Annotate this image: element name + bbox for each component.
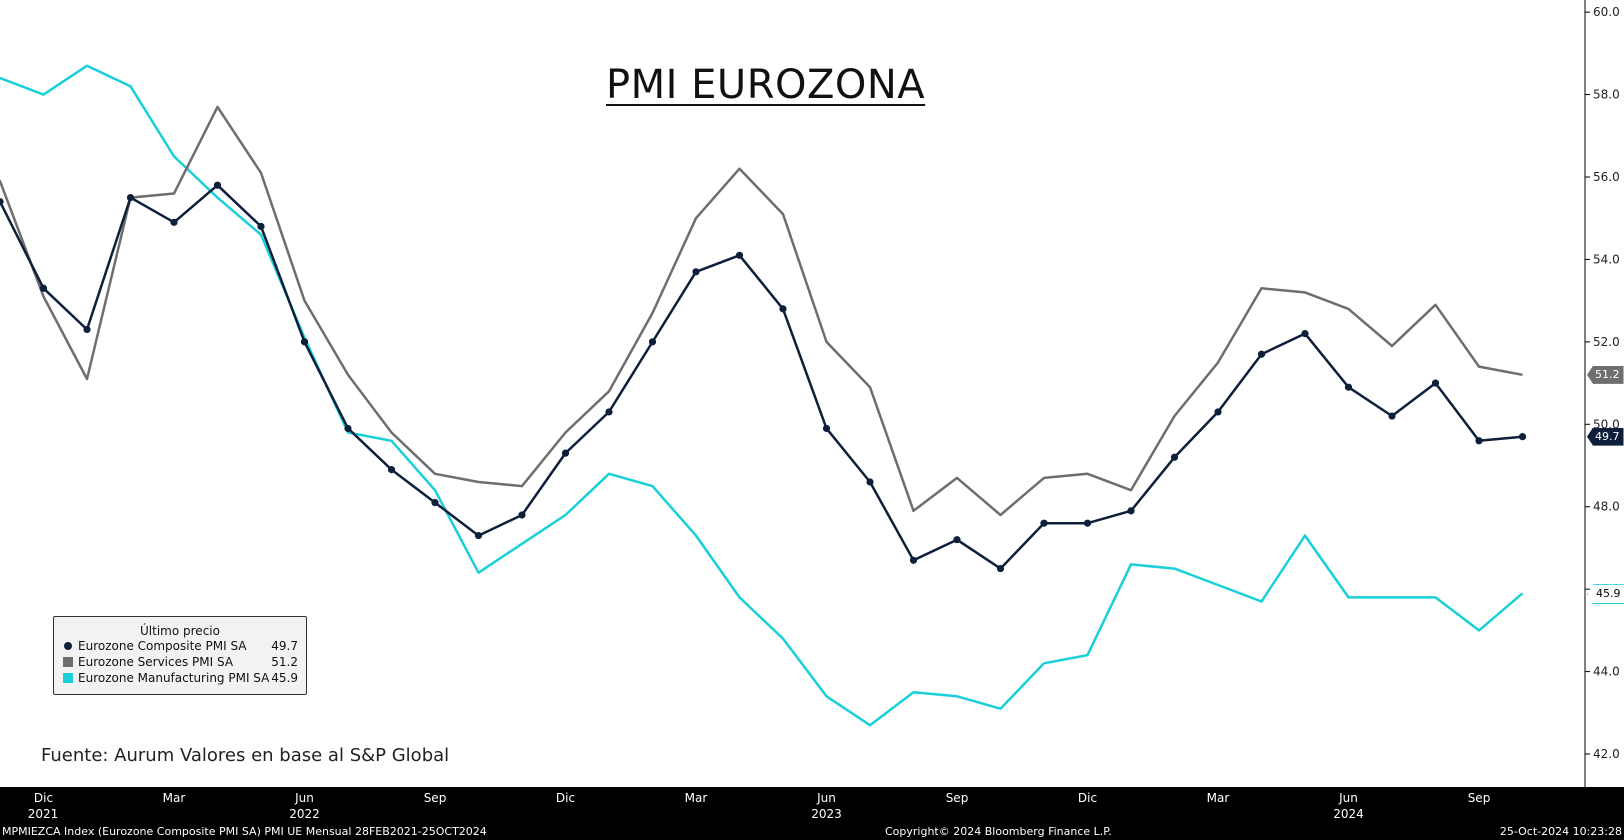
x-tick-year-label: 2024 [1333,807,1364,821]
composite-point [83,325,91,334]
composite-point [1301,330,1309,338]
time-axis-bar: Dic 2021 Mar Jun 2022 Sep Dic Mar Jun 2023 Sep Dic M… [0,787,1624,840]
x-tick-month-label: Mar [684,791,708,805]
x-tick-month-label: Jun [817,791,836,805]
composite-point [170,218,178,226]
composite-point [1388,412,1396,420]
x-tick-year-label: 2022 [289,807,320,821]
composite-point [953,536,961,544]
composite-point [39,284,48,292]
x-tick-month-label: Sep [1467,791,1491,805]
source-note: Fuente: Aurum Valores en base al S&P Glo… [41,745,450,766]
composite-point [1214,408,1222,416]
x-tick-month-label: Jun [1339,791,1358,805]
services-series-line [0,105,1523,517]
footer-timestamp: 25-Oct-2024 10:23:28 [1499,825,1622,838]
legend-item-manufacturing: Eurozone Manufacturing PMI SA 45.9 [54,670,306,686]
chart-title: PMI EUROZONA [606,62,926,108]
manufacturing-series-line [0,64,1524,727]
manufacturing-last-value-tag: 45.9 [1587,584,1624,605]
y-tick-label: 60.0 [1593,5,1620,19]
y-tick-label: 52.0 [1593,335,1620,349]
composite-point [1257,350,1266,358]
x-tick-month-label: Sep [945,791,969,805]
x-tick-year-label: 2021 [27,807,59,821]
composite-point [561,449,570,457]
composite-series-line [0,183,1523,570]
composite-point [300,338,309,346]
composite-point [344,424,352,433]
footer-copyright: Copyright© 2024 Bloomberg Finance L.P. [885,825,1112,838]
composite-swatch-icon [64,642,72,650]
legend-value: 51.2 [271,655,298,669]
x-tick-month-label: Dic [1077,791,1098,805]
legend-label: Eurozone Services PMI SA [78,655,234,669]
composite-point [1127,507,1135,515]
composite-last-value-tag: 49.7 [1587,427,1624,446]
composite-point [692,268,700,276]
x-tick-month-label: Mar [162,791,186,805]
composite-point [735,251,744,259]
composite-point [431,499,439,507]
legend-value: 45.9 [271,671,298,685]
composite-point [213,181,222,189]
legend: Último precio Eurozone Composite PMI SA … [53,616,307,695]
manufacturing-swatch-icon [63,673,73,683]
composite-point [0,198,4,206]
x-tick-month-label: Jun [295,791,314,805]
y-tick-label: 48.0 [1593,500,1620,514]
services-swatch-icon [63,657,73,667]
composite-point [1040,519,1048,527]
legend-item-services: Eurozone Services PMI SA 51.2 [54,654,306,670]
composite-point [1344,383,1353,391]
legend-label: Eurozone Manufacturing PMI SA [78,671,270,685]
composite-point [1518,433,1527,441]
composite-point [822,424,831,433]
composite-point [605,408,613,416]
y-tick-label: 56.0 [1593,170,1620,184]
y-tick-label: 54.0 [1593,252,1620,266]
composite-point [387,466,396,474]
footer-index-info: MPMIEZCA Index (Eurozone Composite PMI S… [2,825,487,838]
composite-point [474,531,483,540]
composite-point [648,338,657,346]
services-last-value-tag: 51.2 [1587,365,1624,384]
composite-point [996,564,1005,573]
composite-point [909,556,918,564]
composite-point [126,193,135,202]
y-tick-label: 42.0 [1593,747,1620,761]
composite-point [1170,453,1179,461]
x-tick-month-label: Sep [423,791,447,805]
composite-point [1475,437,1483,445]
legend-item-composite: Eurozone Composite PMI SA 49.7 [54,638,306,654]
x-tick-month-label: Dic [33,791,54,805]
composite-point [1431,379,1440,387]
y-tick-label: 58.0 [1593,88,1620,102]
composite-point [518,511,526,519]
composite-point [779,305,787,313]
composite-point [1083,519,1092,527]
x-tick-month-label: Dic [555,791,576,805]
y-tick-label: 44.0 [1593,665,1620,679]
x-tick-year-label: 2023 [811,807,842,821]
composite-point [257,222,265,231]
composite-point [866,478,874,486]
legend-title: Último precio [140,624,220,638]
legend-value: 49.7 [271,639,298,653]
x-tick-month-label: Mar [1206,791,1230,805]
legend-label: Eurozone Composite PMI SA [78,639,247,653]
